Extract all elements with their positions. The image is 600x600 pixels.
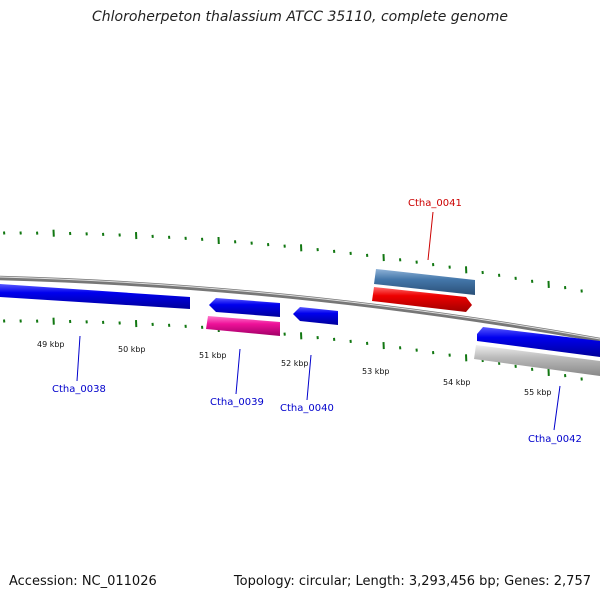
gene-ctha-0042-feature[interactable] [474,345,600,376]
gene-ctha-0038-arrow[interactable] [0,284,190,309]
tick-label-49kbp: 49 kbp [37,340,65,349]
tick-label-55kbp: 55 kbp [524,388,552,397]
genome-backbone-highlight [0,276,600,340]
gene-ctha-0042-arrow[interactable] [477,327,600,357]
tick-label-50kbp: 50 kbp [118,345,146,354]
accession-text: Accession: NC_011026 [9,574,157,589]
tick-label-54kbp: 54 kbp [443,378,471,387]
tick-label-52kbp: 52 kbp [281,359,309,368]
genome-backbone [0,275,600,343]
gene-ctha-0040-arrow[interactable] [293,307,338,325]
gene-label-ctha-0041[interactable]: Ctha_0041 [408,198,462,209]
leader-line-ctha-0041 [427,211,434,261]
bottom-scale-ticks [3,317,583,381]
map-title: Chloroherpeton thalassium ATCC 35110, co… [92,9,508,25]
tick-label-51kbp: 51 kbp [199,351,227,360]
gene-ctha-0039-arrow[interactable] [209,298,280,317]
gene-label-ctha-0038[interactable]: Ctha_0038 [52,384,106,395]
leader-line-ctha-0040 [306,354,312,401]
top-scale-ticks [3,229,583,293]
leader-line-ctha-0042 [553,385,561,431]
leader-line-ctha-0039 [235,348,241,395]
gene-label-ctha-0042[interactable]: Ctha_0042 [528,434,582,445]
gene-ctha-0039-feature[interactable] [206,316,280,336]
genome-summary-text: Topology: circular; Length: 3,293,456 bp… [233,574,591,589]
tick-label-53kbp: 53 kbp [362,367,390,376]
gene-ctha-0041-feature[interactable] [374,269,475,295]
gene-label-ctha-0039[interactable]: Ctha_0039 [210,397,264,408]
gene-ctha-0041-arrow[interactable] [372,287,472,312]
gene-label-ctha-0040[interactable]: Ctha_0040 [280,403,334,414]
leader-line-ctha-0038 [76,335,81,382]
